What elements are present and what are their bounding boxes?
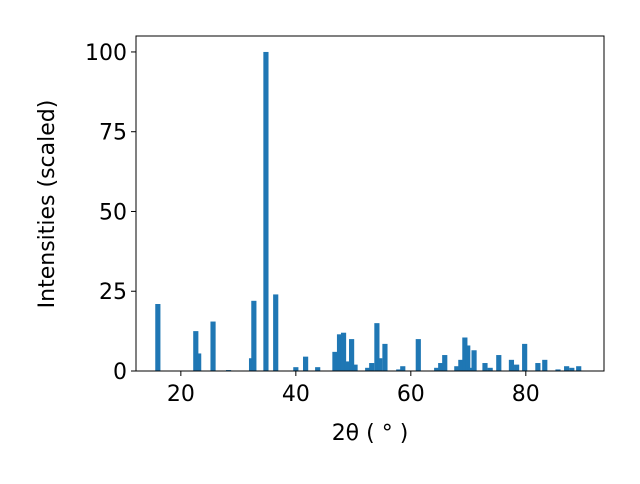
bar bbox=[332, 351, 338, 371]
bar bbox=[462, 337, 468, 371]
y-tick-label: 100 bbox=[85, 41, 127, 66]
bar bbox=[514, 364, 520, 371]
bar bbox=[193, 331, 199, 371]
x-tick-label: 60 bbox=[397, 382, 425, 407]
bar bbox=[465, 345, 471, 371]
bar bbox=[349, 339, 355, 371]
bar bbox=[569, 367, 575, 371]
bar bbox=[576, 366, 582, 371]
bar bbox=[535, 363, 541, 371]
bar bbox=[365, 367, 371, 371]
bar bbox=[396, 369, 402, 371]
bar bbox=[251, 300, 257, 371]
x-tick-label: 40 bbox=[282, 382, 310, 407]
bar bbox=[434, 367, 440, 371]
x-tick-label: 80 bbox=[512, 382, 540, 407]
bar bbox=[487, 367, 493, 371]
bar bbox=[400, 366, 406, 371]
bar bbox=[369, 363, 375, 371]
x-tick-label: 20 bbox=[167, 382, 195, 407]
bar bbox=[496, 355, 502, 371]
bar bbox=[340, 332, 347, 371]
bar bbox=[454, 366, 460, 371]
bar bbox=[377, 358, 383, 371]
bar bbox=[273, 294, 279, 371]
y-tick-label: 0 bbox=[113, 360, 127, 385]
plot-frame bbox=[135, 35, 605, 372]
bar bbox=[442, 355, 448, 371]
x-axis-label: 2θ ( ° ) bbox=[332, 421, 409, 446]
bar bbox=[196, 353, 202, 371]
bar bbox=[508, 359, 515, 371]
bar bbox=[522, 343, 528, 371]
y-tick-label: 25 bbox=[99, 280, 127, 305]
bar bbox=[564, 366, 570, 371]
bar bbox=[336, 334, 343, 371]
bar bbox=[458, 359, 464, 371]
y-tick-label: 50 bbox=[99, 200, 127, 225]
bar bbox=[303, 356, 309, 371]
y-tick-label: 75 bbox=[99, 121, 127, 146]
bar bbox=[315, 367, 321, 371]
bar bbox=[415, 339, 421, 371]
bar bbox=[263, 51, 269, 371]
bar bbox=[542, 359, 548, 371]
bar bbox=[210, 321, 216, 371]
bar bbox=[471, 350, 477, 371]
y-axis-label: Intensities (scaled) bbox=[35, 100, 60, 309]
bar bbox=[344, 361, 350, 371]
bar bbox=[382, 343, 388, 371]
bar bbox=[352, 364, 358, 371]
bar bbox=[482, 363, 488, 371]
bar bbox=[467, 367, 473, 371]
bar bbox=[438, 363, 444, 371]
bar bbox=[293, 367, 299, 371]
bar bbox=[555, 369, 561, 371]
bar bbox=[155, 304, 161, 371]
bar bbox=[374, 323, 380, 371]
